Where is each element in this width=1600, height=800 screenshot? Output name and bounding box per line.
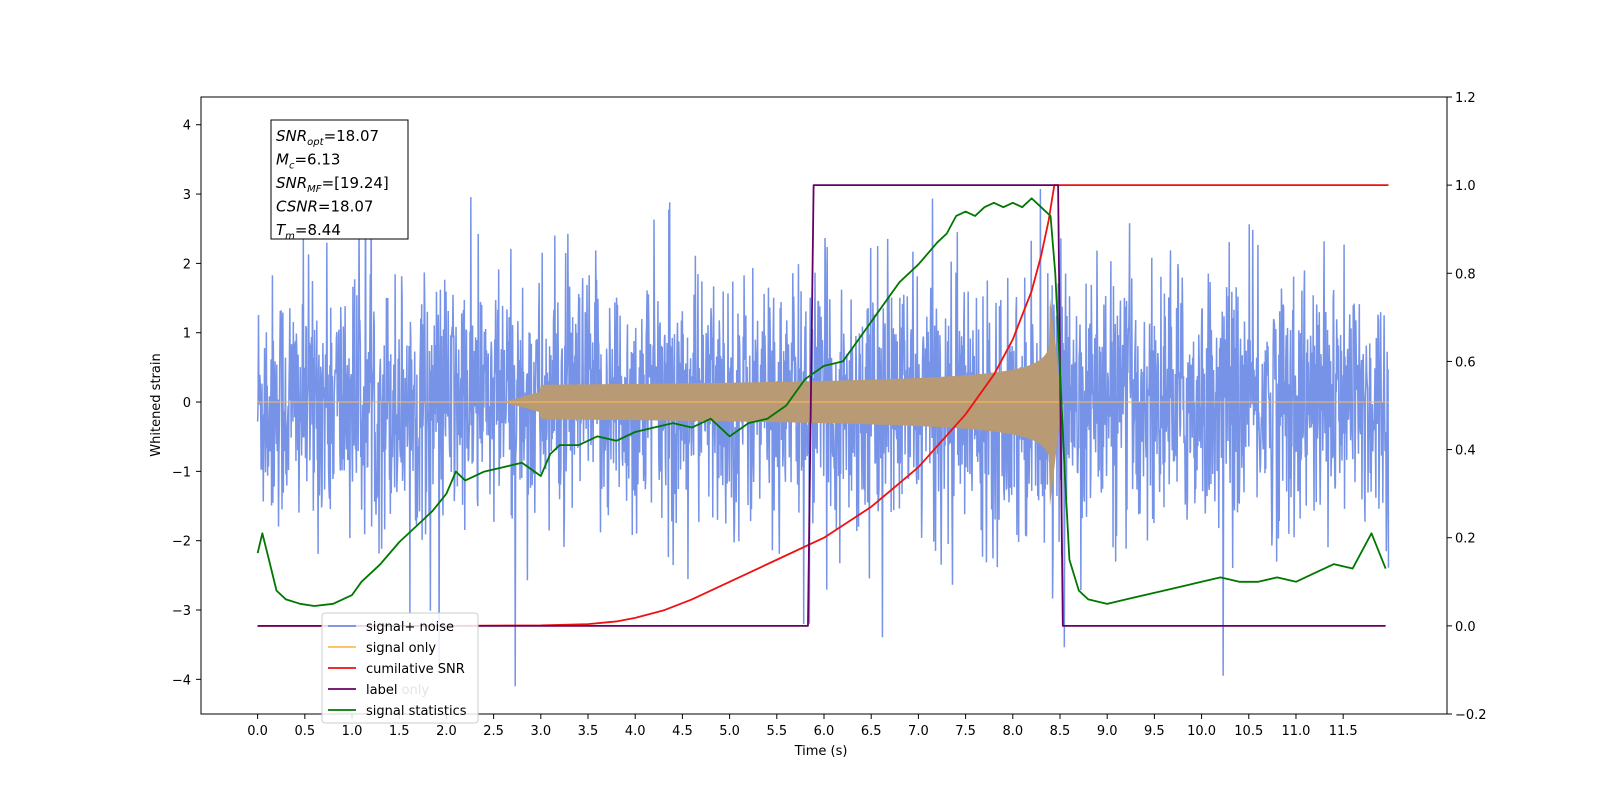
info-line: SNRopt=18.07 xyxy=(276,127,379,148)
x-tick-label: 0.5 xyxy=(294,724,315,739)
x-tick-label: 10.0 xyxy=(1187,724,1216,739)
y-tick-label: 1 xyxy=(183,327,191,342)
y-tick-label: 3 xyxy=(183,188,191,203)
info-box-frame xyxy=(270,119,409,240)
legend-label: cumilative SNR xyxy=(366,662,465,677)
y-tick-label: −1 xyxy=(172,465,191,480)
info-line: Mc=6.13 xyxy=(276,151,340,172)
y2-tick-label: 0.8 xyxy=(1455,267,1476,282)
x-tick-label: 8.5 xyxy=(1050,724,1071,739)
legend-label: label xyxy=(366,683,397,698)
info-line: SNRMF=[19.24] xyxy=(276,174,389,195)
y-tick-label: 0 xyxy=(183,396,191,411)
x-tick-label: 11.5 xyxy=(1329,724,1358,739)
series-signal-noise xyxy=(256,153,1390,687)
series-group xyxy=(256,153,1390,687)
legend-label: signal statistics xyxy=(366,704,467,719)
x-tick-label: 4.5 xyxy=(672,724,693,739)
series-cumulative-snr xyxy=(257,184,1389,627)
y-tick-label: 4 xyxy=(183,119,191,134)
x-axis-label: Time (s) xyxy=(794,744,848,759)
x-tick-label: 6.5 xyxy=(861,724,882,739)
x-tick-label: 11.0 xyxy=(1281,724,1310,739)
x-tick-label: 1.5 xyxy=(389,724,410,739)
x-tick-label: 3.5 xyxy=(578,724,599,739)
legend-label: signal+ noise xyxy=(366,620,454,635)
x-tick-label: 2.0 xyxy=(436,724,457,739)
legend-label: signal only xyxy=(366,641,436,656)
x-tick-label: 7.0 xyxy=(908,724,929,739)
axes: 0.0 0.5 1.0 1.5 2.0 2.5 3.0 3.5 4.0 4.5 5.0 5.5 6.0 6… xyxy=(172,91,1487,739)
y2-tick-label: −0.2 xyxy=(1455,708,1487,723)
x-tick-label: 7.5 xyxy=(955,724,976,739)
x-tick-label: 3.0 xyxy=(530,724,551,739)
y-tick-label: −3 xyxy=(172,604,191,619)
legend-frame xyxy=(321,612,479,724)
x-tick-label: 0.0 xyxy=(247,724,268,739)
y2-tick-label: 0.0 xyxy=(1455,620,1476,635)
y2-tick-label: 0.2 xyxy=(1455,532,1476,547)
x-tick-label: 1.0 xyxy=(342,724,363,739)
x-tick-label: 5.5 xyxy=(766,724,787,739)
y2-tick-label: 0.4 xyxy=(1455,444,1476,459)
x-tick-label: 9.0 xyxy=(1097,724,1118,739)
x-tick-label: 9.5 xyxy=(1144,724,1165,739)
y-axis-label: Whitened strain xyxy=(149,353,164,456)
x-tick-label: 6.0 xyxy=(814,724,835,739)
x-tick-label: 4.0 xyxy=(625,724,646,739)
info-line: CSNR=18.07 xyxy=(276,198,373,216)
x-tick-label: 5.0 xyxy=(719,724,740,739)
y-tick-label: 2 xyxy=(183,257,191,272)
x-tick-label: 8.0 xyxy=(1002,724,1023,739)
y2-tick-label: 1.2 xyxy=(1455,91,1476,106)
y2-tick-label: 1.0 xyxy=(1455,179,1476,194)
legend: label only signal+ noise signal only cumila… xyxy=(321,612,479,724)
series-signal-statistics xyxy=(256,197,1387,607)
x-tick-label: 2.5 xyxy=(483,724,504,739)
info-line: Tm=8.44 xyxy=(276,221,341,242)
y-tick-label: −2 xyxy=(172,535,191,550)
x-tick-label: 10.5 xyxy=(1234,724,1263,739)
legend-hidden-text: label only xyxy=(366,683,429,698)
plot-area xyxy=(256,153,1390,687)
y2-tick-label: 0.6 xyxy=(1455,355,1476,370)
y-tick-label: −4 xyxy=(172,673,191,688)
series-label xyxy=(257,184,1386,627)
